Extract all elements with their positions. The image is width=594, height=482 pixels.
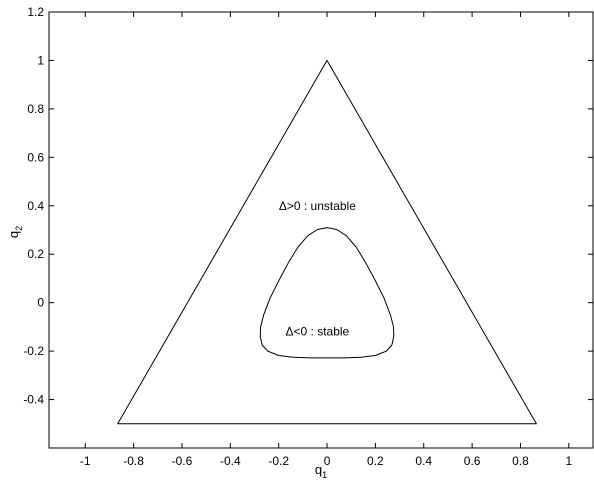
x-tick-label: 0.4 bbox=[415, 454, 432, 468]
y-tick-label: 0.6 bbox=[27, 150, 44, 164]
x-tick-label: 0.6 bbox=[464, 454, 481, 468]
y-tick-label: 1 bbox=[37, 53, 44, 67]
annotation-layer: Δ>0 : unstable Δ<0 : stable bbox=[279, 199, 356, 339]
x-tick-label: -0.6 bbox=[172, 454, 193, 468]
y-tick-label: 0.4 bbox=[27, 199, 44, 213]
y-tick-label: 0 bbox=[37, 296, 44, 310]
x-axis-label: q1 bbox=[315, 462, 327, 480]
y-tick-label: -0.2 bbox=[23, 344, 44, 358]
y-axis-label-sub: 2 bbox=[14, 226, 24, 231]
y-axis-label-base: q bbox=[6, 231, 21, 238]
y-tick-label: 0.2 bbox=[27, 247, 44, 261]
label-layer: q1 q2 bbox=[6, 226, 327, 480]
y-tick-label: 0.8 bbox=[27, 102, 44, 116]
data-layer bbox=[117, 59, 537, 425]
x-axis-label-sub: 1 bbox=[322, 470, 327, 480]
plot-area bbox=[48, 11, 594, 449]
x-tick-label: -0.2 bbox=[268, 454, 289, 468]
tick-layer: -1 -0.8 -0.6 -0.4 -0.2 0 0.2 0.4 0.6 0.8 1 -0.4 -0.2… bbox=[23, 5, 593, 468]
series-stability-boundary bbox=[259, 227, 395, 359]
x-axis-label-base: q bbox=[315, 462, 322, 477]
annotation-label: Δ<0 : stable bbox=[286, 325, 350, 339]
x-tick-label: -0.8 bbox=[123, 454, 144, 468]
y-axis-label: q2 bbox=[6, 226, 24, 238]
x-tick-label: -0.4 bbox=[220, 454, 241, 468]
x-tick-label: 0.2 bbox=[367, 454, 384, 468]
x-tick-label: -1 bbox=[80, 454, 91, 468]
x-tick-label: 1 bbox=[565, 454, 572, 468]
annotation-label: Δ>0 : unstable bbox=[279, 199, 356, 213]
x-tick-label: 0.8 bbox=[512, 454, 529, 468]
y-tick-label: -0.4 bbox=[23, 393, 44, 407]
series-triangle bbox=[117, 59, 537, 425]
x-tick-label: 0 bbox=[324, 454, 331, 468]
y-tick-label: 1.2 bbox=[27, 5, 44, 19]
